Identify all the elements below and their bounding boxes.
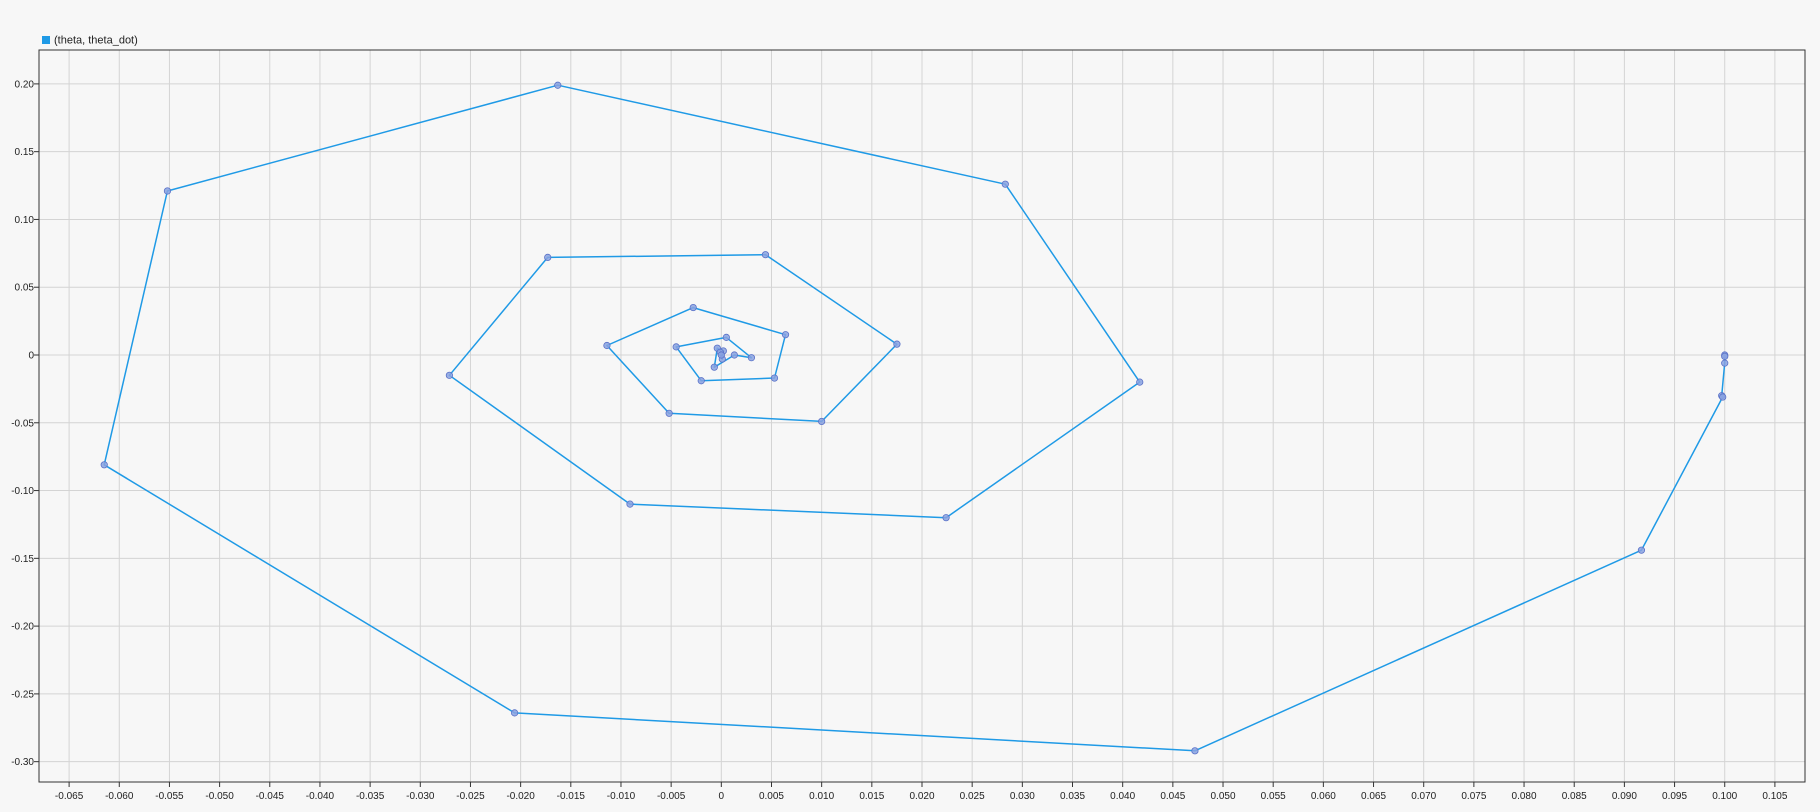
- data-point[interactable]: [893, 340, 901, 348]
- x-tick-label: 0.040: [1110, 791, 1135, 802]
- x-tick-label: 0.100: [1712, 791, 1737, 802]
- data-point[interactable]: [445, 371, 453, 379]
- x-tick-label: -0.015: [557, 791, 586, 802]
- x-tick-label: -0.035: [356, 791, 385, 802]
- x-tick-label: 0.050: [1211, 791, 1236, 802]
- x-tick-label: -0.065: [55, 791, 84, 802]
- data-point[interactable]: [672, 343, 680, 351]
- grid: [39, 50, 1805, 782]
- y-tick-label: -0.10: [11, 486, 34, 497]
- legend-swatch: [42, 36, 50, 44]
- x-tick-label: -0.050: [205, 791, 234, 802]
- data-point[interactable]: [818, 417, 826, 426]
- x-axis-ticks: -0.065 -0.060 -0.055 -0.050 -0.045 -0.040 -0.0…: [55, 782, 1788, 802]
- data-point[interactable]: [717, 351, 725, 359]
- x-tick-label: 0.020: [909, 791, 934, 802]
- x-tick-label: 0.025: [960, 791, 985, 802]
- data-point[interactable]: [511, 709, 519, 717]
- data-point[interactable]: [544, 253, 552, 261]
- x-tick-label: -0.040: [306, 791, 335, 802]
- data-point[interactable]: [603, 341, 611, 350]
- data-point[interactable]: [689, 303, 697, 312]
- data-point[interactable]: [1719, 393, 1727, 401]
- data-point[interactable]: [665, 409, 673, 417]
- data-point[interactable]: [697, 377, 705, 385]
- x-tick-label: 0.070: [1411, 791, 1436, 802]
- legend-label: (theta, theta_dot): [54, 35, 138, 47]
- data-point[interactable]: [1721, 359, 1729, 367]
- data-point[interactable]: [626, 500, 634, 508]
- x-tick-label: 0.005: [759, 791, 784, 802]
- data-point[interactable]: [1136, 378, 1144, 386]
- x-tick-label: -0.010: [607, 791, 636, 802]
- data-point[interactable]: [710, 363, 718, 371]
- x-tick-label: 0.015: [859, 791, 884, 802]
- data-point[interactable]: [761, 251, 770, 259]
- x-tick-label: -0.045: [256, 791, 285, 802]
- data-point[interactable]: [770, 374, 779, 382]
- y-tick-label: 0.15: [15, 147, 35, 158]
- x-tick-label: 0.085: [1562, 791, 1587, 802]
- x-tick-label: 0.055: [1261, 791, 1286, 802]
- x-tick-label: -0.060: [105, 791, 134, 802]
- data-point[interactable]: [1721, 352, 1729, 360]
- x-tick-label: 0.075: [1461, 791, 1486, 802]
- x-tick-label: 0: [719, 791, 725, 802]
- legend: (theta, theta_dot): [42, 35, 138, 47]
- data-point[interactable]: [1191, 747, 1199, 755]
- data-point[interactable]: [163, 187, 172, 195]
- data-point[interactable]: [1001, 180, 1009, 188]
- y-tick-label: 0.10: [15, 215, 35, 226]
- y-tick-label: -0.15: [11, 554, 34, 565]
- x-tick-label: 0.065: [1361, 791, 1386, 802]
- data-point[interactable]: [722, 333, 730, 341]
- x-tick-label: 0.095: [1662, 791, 1687, 802]
- y-tick-label: 0.05: [15, 283, 35, 294]
- x-tick-label: 0.105: [1762, 791, 1787, 802]
- x-tick-label: 0.045: [1160, 791, 1185, 802]
- data-point[interactable]: [730, 351, 738, 359]
- x-tick-label: 0.035: [1060, 791, 1085, 802]
- series-layer: [100, 81, 1729, 755]
- y-tick-label: 0: [28, 351, 34, 362]
- data-point[interactable]: [554, 81, 562, 89]
- x-tick-label: -0.020: [506, 791, 535, 802]
- x-tick-label: 0.060: [1311, 791, 1336, 802]
- y-tick-label: -0.05: [11, 418, 34, 429]
- y-axis-ticks: 0.20 0.15 0.10 0.05 0 -0.05 -0.10 -0.15 -0.20 -0.…: [11, 79, 39, 768]
- x-tick-label: -0.030: [406, 791, 435, 802]
- x-tick-label: -0.025: [456, 791, 485, 802]
- data-point[interactable]: [747, 354, 756, 362]
- x-tick-label: 0.030: [1010, 791, 1035, 802]
- series-line: [103, 84, 1726, 752]
- y-tick-label: -0.30: [11, 757, 34, 768]
- data-point[interactable]: [781, 331, 790, 339]
- y-tick-label: 0.20: [15, 79, 35, 90]
- x-tick-label: 0.090: [1612, 791, 1637, 802]
- x-tick-label: -0.055: [155, 791, 184, 802]
- data-point[interactable]: [942, 514, 950, 522]
- x-tick-label: 0.080: [1512, 791, 1537, 802]
- data-point[interactable]: [1637, 546, 1646, 554]
- data-point[interactable]: [100, 461, 108, 469]
- x-tick-label: -0.005: [657, 791, 686, 802]
- y-tick-label: -0.20: [11, 622, 34, 633]
- y-tick-label: -0.25: [11, 689, 34, 700]
- x-tick-label: 0.010: [809, 791, 834, 802]
